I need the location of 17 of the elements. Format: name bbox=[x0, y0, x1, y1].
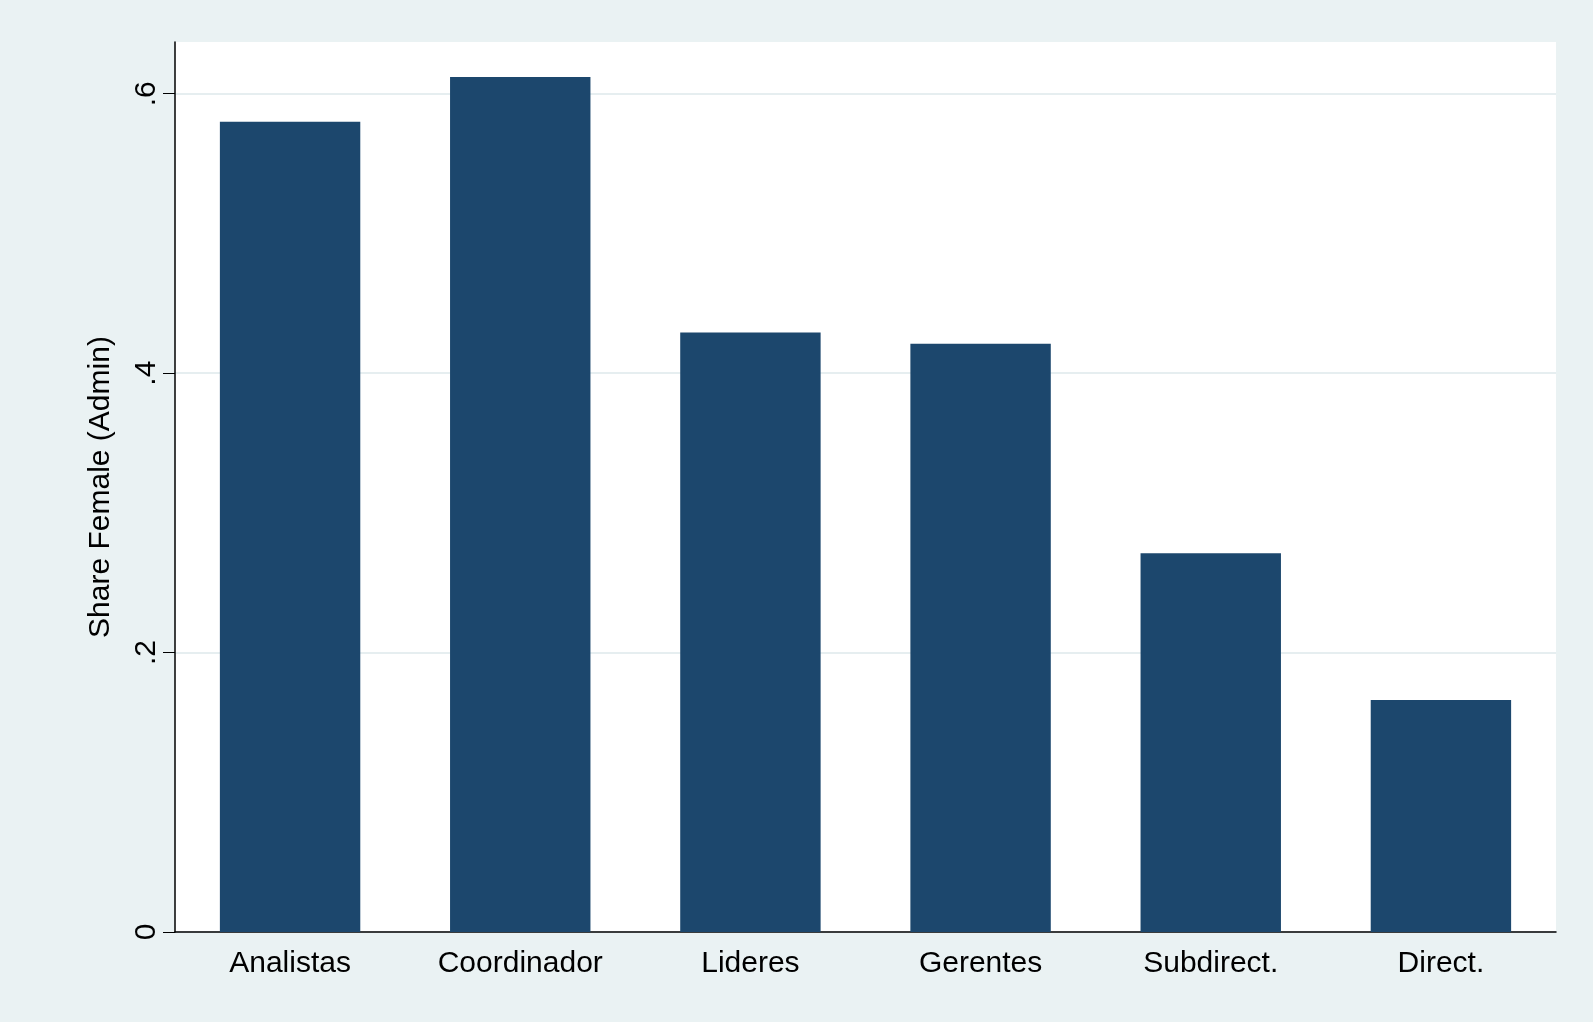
x-tick-label: Direct. bbox=[1397, 944, 1485, 978]
bar bbox=[1140, 553, 1281, 932]
x-tick-label: Gerentes bbox=[918, 944, 1043, 978]
bar bbox=[1370, 700, 1512, 932]
x-tick-label: Subdirect. bbox=[1143, 944, 1279, 978]
y-tick-label: 0 bbox=[127, 923, 161, 941]
bar bbox=[219, 121, 361, 932]
bar bbox=[680, 332, 821, 932]
y-tick-label: .4 bbox=[127, 360, 161, 386]
y-tick-label: .6 bbox=[127, 81, 161, 107]
bar bbox=[450, 76, 591, 932]
x-tick-label: Analistas bbox=[229, 944, 351, 978]
y-tick-label: .2 bbox=[127, 640, 161, 666]
y-axis-title: Share Female (Admin) bbox=[81, 336, 115, 638]
x-tick-label: Lideres bbox=[701, 944, 800, 978]
x-tick-label: Coordinador bbox=[437, 944, 603, 978]
bar bbox=[910, 343, 1051, 932]
